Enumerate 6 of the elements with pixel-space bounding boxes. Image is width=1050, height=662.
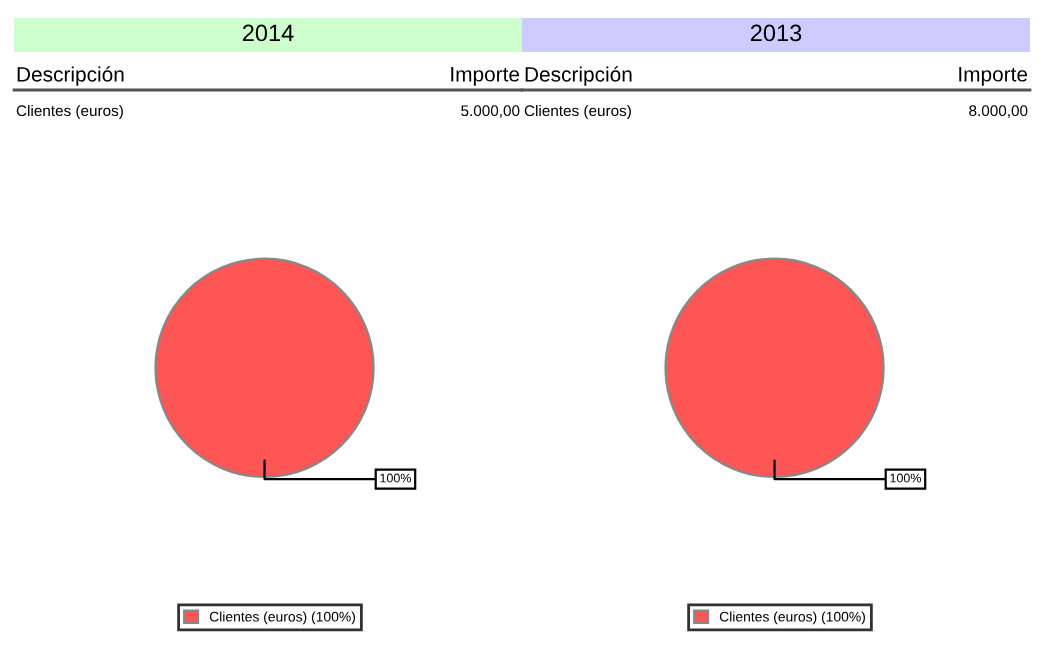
text: Descripción	[525, 66, 632, 86]
chart-title: 2014	[242, 24, 294, 42]
text: Importe	[959, 67, 1028, 86]
chart-title: 2013	[750, 24, 802, 42]
text: Descripción	[17, 66, 124, 86]
text: Importe	[451, 67, 520, 86]
